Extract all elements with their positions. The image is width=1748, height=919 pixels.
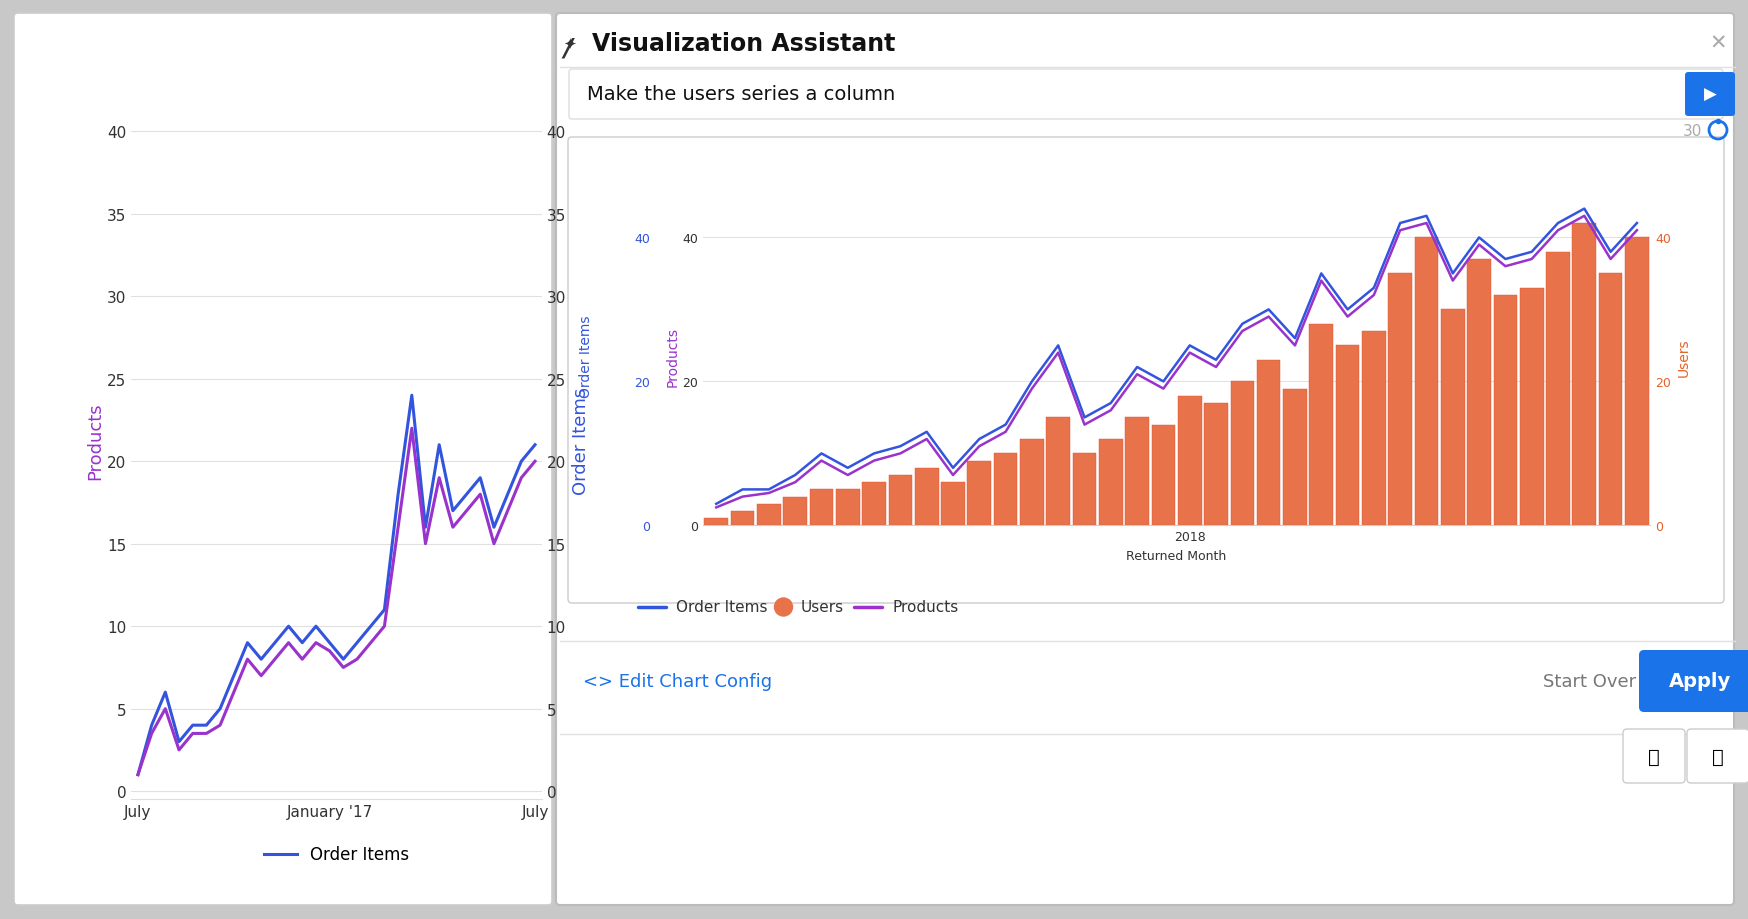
X-axis label: Returned Month: Returned Month [1126,550,1227,562]
Bar [809,490,834,526]
Bar [1573,223,1596,526]
FancyBboxPatch shape [570,70,1724,119]
Bar [1283,389,1308,526]
FancyBboxPatch shape [556,14,1734,905]
Bar [995,454,1017,526]
Bar [1493,296,1517,526]
Y-axis label: Order Items: Order Items [579,315,593,398]
FancyBboxPatch shape [14,14,552,905]
Bar [1519,289,1543,526]
Text: Products: Products [891,600,958,615]
Bar [1257,360,1281,526]
Text: Order Items: Order Items [676,600,767,615]
Bar [940,482,965,526]
Text: Users: Users [801,600,844,615]
Text: Start Over: Start Over [1543,673,1636,690]
Text: 👎: 👎 [1711,746,1724,766]
Text: ✦: ✦ [563,37,577,51]
Y-axis label: Products: Products [86,403,105,480]
Bar [1204,403,1227,526]
Bar [1126,418,1148,526]
Bar [1099,439,1122,526]
Bar [1073,454,1096,526]
Bar [704,518,729,526]
FancyBboxPatch shape [1687,729,1748,783]
Bar [757,505,781,526]
Bar [1335,346,1360,526]
FancyBboxPatch shape [1685,73,1736,117]
Bar [1231,382,1253,526]
Bar [914,469,939,526]
Text: <> Edit Chart Config: <> Edit Chart Config [584,673,773,690]
Y-axis label: Products: Products [666,327,680,387]
Text: ▶: ▶ [1704,85,1717,104]
Bar [1178,396,1201,526]
Bar [1362,332,1386,526]
FancyBboxPatch shape [568,138,1724,604]
Bar [967,461,991,526]
Bar [783,497,808,526]
Text: Apply: Apply [1669,672,1731,691]
Bar [888,475,912,526]
Bar [1414,238,1439,526]
Text: 👍: 👍 [1648,746,1661,766]
Circle shape [774,598,792,617]
Text: ✕: ✕ [1710,34,1727,54]
Bar [731,512,755,526]
Bar [1467,260,1491,526]
Bar [1047,418,1070,526]
Text: ✦: ✦ [1722,75,1731,85]
Bar [1440,310,1465,526]
FancyBboxPatch shape [1640,651,1748,712]
Text: Make the users series a column: Make the users series a column [587,85,895,105]
Legend: Order Items: Order Items [257,839,416,870]
Text: Visualization Assistant: Visualization Assistant [593,32,895,56]
Text: 30: 30 [1683,123,1703,139]
Bar [1309,324,1334,526]
Bar [1547,253,1570,526]
FancyBboxPatch shape [1622,729,1685,783]
Bar [1599,274,1622,526]
Bar [836,490,860,526]
Text: /: / [563,36,573,60]
Bar [1021,439,1044,526]
Bar [1388,274,1412,526]
Y-axis label: Order Items: Order Items [572,388,589,494]
Y-axis label: Users: Users [1676,337,1690,376]
Bar [1152,425,1175,526]
Bar [862,482,886,526]
Bar [1626,238,1648,526]
